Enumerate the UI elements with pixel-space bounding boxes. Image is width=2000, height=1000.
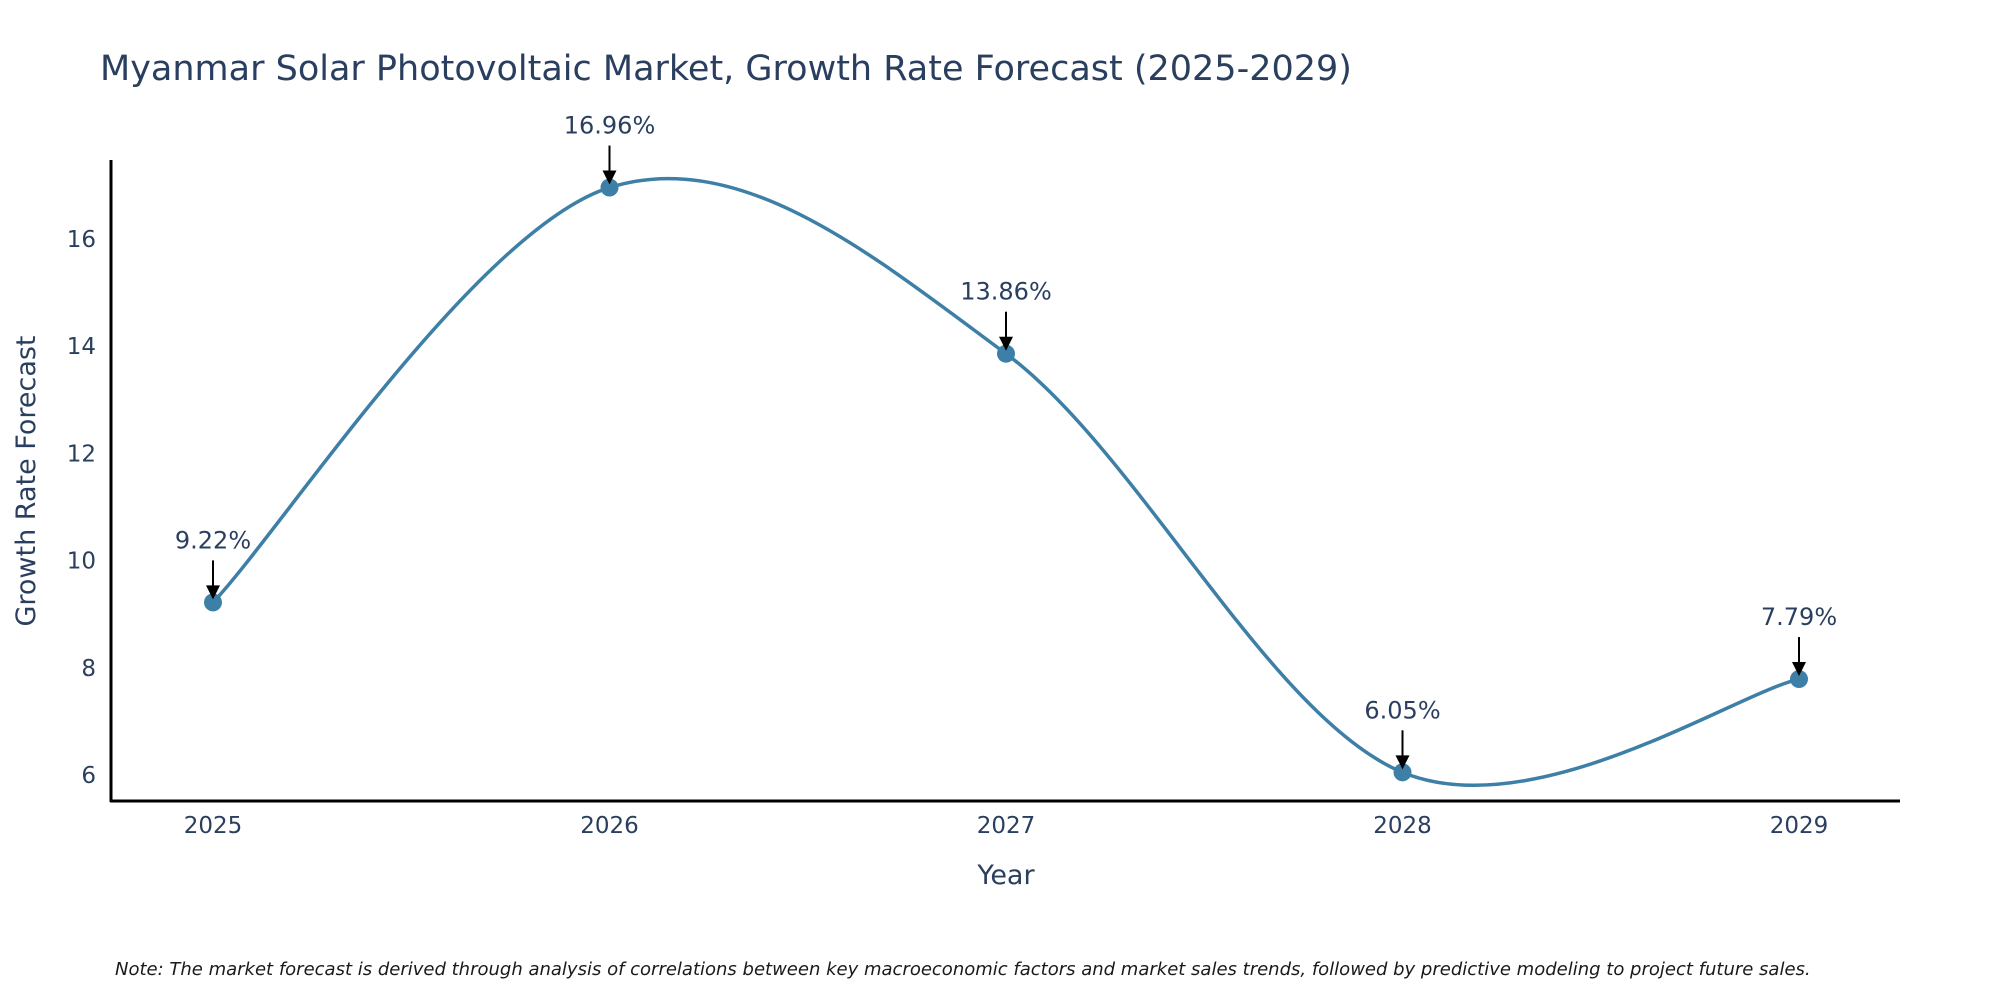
y-axis-title: Growth Rate Forecast	[11, 335, 42, 626]
x-ticks: 2025 2026 2027 2028 2029	[184, 813, 1829, 839]
x-axis-title: Year	[976, 860, 1035, 891]
y-tick-label: 10	[67, 549, 96, 575]
markers	[204, 178, 1808, 782]
data-point	[204, 593, 222, 612]
data-label: 6.05%	[1364, 696, 1440, 724]
y-tick-label: 12	[67, 441, 96, 467]
x-tick-label: 2026	[580, 813, 639, 839]
data-label: 13.86%	[960, 278, 1052, 306]
data-point	[997, 344, 1015, 363]
x-tick-label: 2029	[1770, 813, 1829, 839]
data-label: 7.79%	[1761, 603, 1837, 631]
footnote: Note: The market forecast is derived thr…	[115, 959, 1811, 980]
annotation-arrow-head	[1395, 755, 1410, 770]
annotation-arrow-head	[1792, 662, 1806, 677]
annotations: 9.22% 16.96% 13.86% 6.05% 7.79%	[175, 112, 1837, 770]
x-tick-label: 2027	[977, 813, 1036, 839]
chart-title: Myanmar Solar Photovoltaic Market, Growt…	[100, 49, 1352, 89]
data-point	[1790, 670, 1808, 689]
data-label: 16.96%	[564, 112, 656, 140]
x-tick-label: 2028	[1373, 813, 1432, 839]
annotation-arrow-head	[999, 336, 1013, 351]
annotation-arrow-head	[206, 585, 220, 600]
y-tick-label: 14	[67, 334, 96, 360]
y-ticks: 6 8 10 12 14 16	[67, 227, 96, 789]
annotation-arrow-head	[602, 170, 617, 185]
series-line	[211, 176, 1800, 788]
y-tick-label: 6	[81, 763, 96, 789]
y-tick-label: 16	[67, 227, 96, 253]
y-tick-label: 8	[81, 656, 96, 682]
data-point	[600, 178, 619, 197]
x-tick-label: 2025	[184, 813, 243, 839]
data-point	[1393, 763, 1412, 782]
data-label: 9.22%	[175, 526, 251, 554]
